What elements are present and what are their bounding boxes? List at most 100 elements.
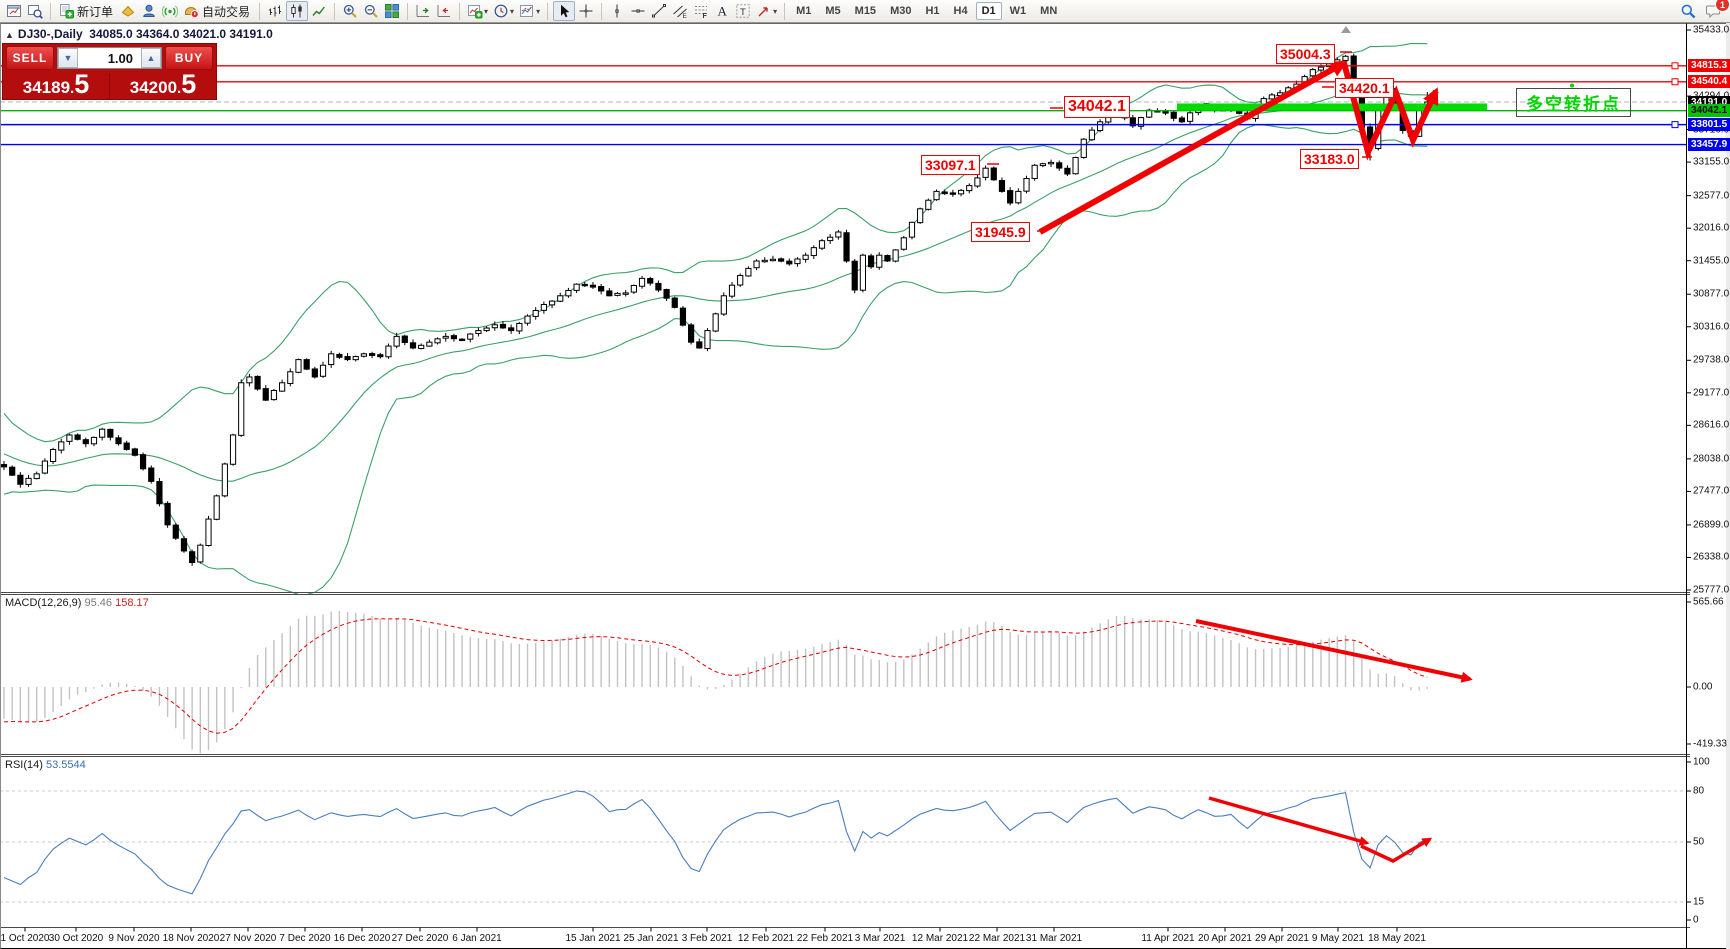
indicators-button[interactable]: ▾ bbox=[465, 1, 490, 21]
toolbar: 新订单 自动交易 ▾ ▾ ▾ E F A T ▾ M1 M5 M15 M30 H1 H4 D… bbox=[0, 0, 1730, 23]
timeframe-button-mn[interactable]: MN bbox=[1040, 5, 1058, 17]
tile-windows-icon[interactable] bbox=[382, 1, 402, 21]
zoom-in-icon[interactable] bbox=[340, 1, 360, 21]
sell-price: 34189.5 bbox=[22, 68, 90, 99]
new-chart-icon[interactable] bbox=[4, 1, 24, 21]
price-axis-label: 28616.0 bbox=[1693, 419, 1730, 431]
price-axis-label: 30877.0 bbox=[1693, 288, 1730, 300]
price-annotation-label[interactable]: 33183.0 bbox=[1300, 149, 1359, 169]
price-annotation-label[interactable]: 34420.1 bbox=[1335, 78, 1394, 98]
new-order-button[interactable]: 新订单 bbox=[56, 1, 117, 21]
trendline-tool-icon[interactable] bbox=[649, 1, 669, 21]
timeframe-button-h1[interactable]: H1 bbox=[925, 5, 940, 17]
timeframe-button-d1[interactable]: D1 bbox=[975, 2, 1002, 20]
buy-button[interactable]: BUY bbox=[165, 46, 213, 70]
timeframe-button-m1[interactable]: M1 bbox=[796, 5, 812, 17]
zoom-out-icon[interactable] bbox=[361, 1, 381, 21]
volume-increase-button[interactable]: ▲ bbox=[141, 48, 161, 68]
price-divider bbox=[109, 73, 110, 99]
rsi-line bbox=[3, 790, 1428, 895]
text-label-tool-icon[interactable]: T bbox=[733, 1, 753, 21]
window-edge bbox=[1726, 23, 1730, 949]
timeframe-button-w1[interactable]: W1 bbox=[1009, 5, 1027, 17]
svg-text:T: T bbox=[740, 7, 746, 18]
periods-button[interactable]: ▾ bbox=[491, 1, 516, 21]
candlestick-series bbox=[0, 53, 1431, 566]
timeframe-button-h4[interactable]: H4 bbox=[953, 5, 968, 17]
price-badge: 33801.5 bbox=[1688, 118, 1730, 132]
price-axis-label: 31455.0 bbox=[1693, 255, 1730, 267]
autotrading-button[interactable]: 自动交易 bbox=[181, 1, 254, 21]
price-annotation-label[interactable]: 31945.9 bbox=[971, 222, 1030, 242]
date-axis-label: 20 Apr 2021 bbox=[1198, 933, 1252, 944]
macd-trend-arrow-object bbox=[1195, 619, 1473, 683]
horizontal-line-tool-icon[interactable] bbox=[628, 1, 648, 21]
bar-chart-icon[interactable] bbox=[265, 1, 285, 21]
candlestick-chart-icon[interactable] bbox=[286, 1, 309, 21]
date-axis-label: 15 Jan 2021 bbox=[565, 933, 621, 944]
search-icon[interactable] bbox=[1678, 1, 1699, 21]
fibonacci-tool-icon[interactable]: F bbox=[691, 1, 711, 21]
volume-input[interactable]: 1.00 bbox=[107, 50, 133, 66]
chart-shift-icon[interactable] bbox=[413, 1, 433, 21]
rsi-axis-label: 80 bbox=[1693, 785, 1705, 797]
price-axis-label: 33155.0 bbox=[1693, 156, 1730, 168]
shift-marker-icon[interactable] bbox=[1341, 26, 1351, 33]
cursor-tool-icon[interactable] bbox=[553, 1, 576, 21]
metaeditor-icon[interactable] bbox=[118, 1, 138, 21]
note-label[interactable]: 多空转折点 bbox=[1516, 88, 1631, 117]
horizontal-line-objects[interactable] bbox=[0, 62, 1686, 146]
templates-button[interactable]: ▾ bbox=[517, 1, 542, 21]
zigzag-arrow-object bbox=[1341, 62, 1439, 161]
timeframe-button-m15[interactable]: M15 bbox=[854, 5, 877, 17]
svg-text:F: F bbox=[703, 13, 708, 19]
chevron-down-icon: ▾ bbox=[773, 6, 778, 16]
timeframe-button-m30[interactable]: M30 bbox=[890, 5, 912, 17]
crosshair-tool-icon[interactable] bbox=[576, 1, 596, 21]
volume-decrease-button[interactable]: ▼ bbox=[58, 48, 78, 68]
collapse-icon[interactable]: ▲ bbox=[5, 30, 14, 40]
date-axis-label: 12 Mar 2021 bbox=[911, 933, 969, 944]
timeframe-button-m5[interactable]: M5 bbox=[825, 5, 841, 17]
one-click-trading-panel: SELL ▼ 1.00 ▲ BUY 34189.5 34200.5 bbox=[2, 43, 217, 100]
price-annotation-label[interactable]: 35004.3 bbox=[1276, 44, 1335, 64]
volume-control: ▼ 1.00 ▲ bbox=[57, 47, 162, 69]
bb-lower-band bbox=[3, 124, 1428, 596]
sell-button-label: SELL bbox=[12, 51, 48, 65]
date-axis-label: 3 Mar 2021 bbox=[854, 933, 906, 944]
drawn-annotations[interactable] bbox=[987, 51, 1574, 863]
date-axis-label: 11 Apr 2021 bbox=[1141, 933, 1195, 944]
date-axis-label: 22 Feb 2021 bbox=[796, 933, 854, 944]
vertical-line-tool-icon[interactable] bbox=[607, 1, 627, 21]
macd-signal-line bbox=[3, 618, 1428, 734]
rsi-axis-label: 15 bbox=[1693, 896, 1705, 908]
bollinger-bands bbox=[0, 43, 1686, 596]
rsi-indicator bbox=[0, 790, 1686, 903]
date-axis-label: 9 May 2021 bbox=[1311, 933, 1365, 944]
price-annotation-label[interactable]: 34042.1 bbox=[1064, 96, 1130, 118]
chat-icon[interactable]: 1 bbox=[1703, 0, 1730, 21]
text-tool-icon[interactable]: A bbox=[712, 1, 732, 21]
new-order-label: 新订单 bbox=[77, 4, 114, 19]
price-badge: 34540.4 bbox=[1688, 75, 1730, 89]
buy-button-label: BUY bbox=[174, 51, 204, 65]
line-chart-icon[interactable] bbox=[309, 1, 329, 21]
signals-icon[interactable] bbox=[160, 1, 180, 21]
channel-tool-icon[interactable]: E bbox=[670, 1, 690, 21]
price-annotation-label[interactable]: 33097.1 bbox=[921, 155, 980, 175]
date-axis-label: 18 Nov 2020 bbox=[162, 933, 220, 944]
autoscroll-icon[interactable] bbox=[434, 1, 454, 21]
svg-text:E: E bbox=[683, 13, 688, 19]
data-window-icon[interactable] bbox=[25, 1, 45, 21]
rsi-zigzag-arrow-object bbox=[1360, 837, 1433, 863]
autotrading-label: 自动交易 bbox=[202, 4, 251, 19]
svg-text:A: A bbox=[718, 4, 728, 19]
arrows-tool-icon[interactable]: ▾ bbox=[754, 1, 779, 21]
chevron-down-icon: ▾ bbox=[510, 6, 515, 16]
date-axis-label: 29 Apr 2021 bbox=[1255, 933, 1309, 944]
community-icon[interactable] bbox=[139, 1, 159, 21]
bb-upper-band bbox=[3, 43, 1428, 443]
macd-axis-label: -419.33 bbox=[1693, 738, 1727, 750]
sell-button[interactable]: SELL bbox=[6, 46, 54, 70]
price-axis-label: 32577.0 bbox=[1693, 190, 1730, 202]
